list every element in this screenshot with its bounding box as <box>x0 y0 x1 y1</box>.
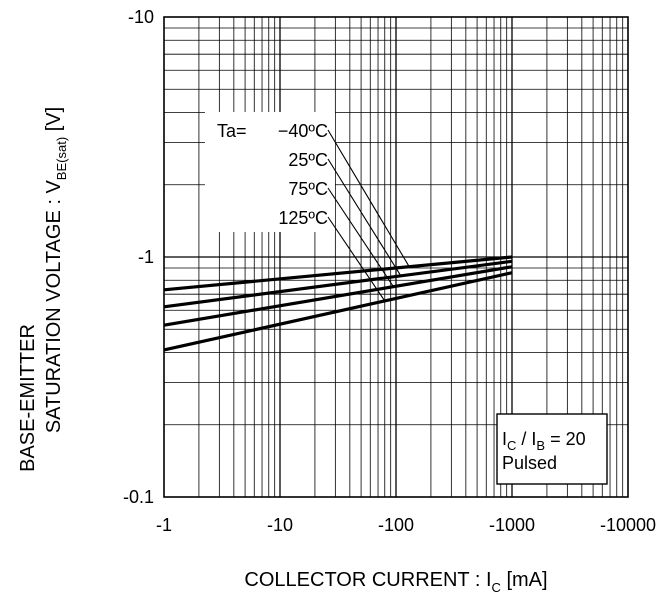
x-axis-title-sub: C <box>492 580 501 595</box>
y-axis-title-unit: [V] <box>43 107 65 137</box>
y-axis-title-line2: SATURATION VOLTAGE : VBE(sat) [V] <box>43 107 69 433</box>
conditions-line1: IC / IB = 20 <box>502 429 586 453</box>
y-axis-title-line1: BASE-EMITTER <box>17 324 39 472</box>
y-tick-label: -1 <box>138 247 154 267</box>
x-tick-label: -10000 <box>600 515 656 535</box>
legend-leader-4 <box>327 216 386 302</box>
legend-label-3: 75ºC <box>288 179 328 199</box>
legend-label-2: 25ºC <box>288 150 328 170</box>
y-axis-title-main: SATURATION VOLTAGE : V <box>43 180 65 434</box>
x-tick-label: -1000 <box>489 515 535 535</box>
x-axis-title: COLLECTOR CURRENT : IC [mA] <box>244 569 547 595</box>
legend-label-1: −40ºC <box>278 121 328 141</box>
series-line-1 <box>163 255 513 292</box>
plot-frame <box>163 16 629 498</box>
plot-border <box>163 16 629 498</box>
y-axis-title-sub: BE(sat) <box>54 137 69 180</box>
conditions-border <box>496 413 608 485</box>
y-tick-label: -0.1 <box>123 487 154 507</box>
axis-titles: COLLECTOR CURRENT : IC [mA] BASE-EMITTER S… <box>17 107 548 595</box>
series-line-2 <box>163 259 513 309</box>
legend-leader-3 <box>327 187 394 288</box>
legend-background <box>205 112 335 232</box>
legend-leader-1 <box>327 129 410 267</box>
x-tick-label: -1 <box>156 515 172 535</box>
series-line-3 <box>163 265 513 327</box>
x-axis-title-main: COLLECTOR CURRENT : I <box>244 569 491 591</box>
series-line-4 <box>163 271 513 352</box>
legend-label-4: 125ºC <box>278 208 328 228</box>
conditions-line2: Pulsed <box>502 453 557 473</box>
grid <box>164 17 628 497</box>
legend: −40ºC 25ºC 75ºC 125ºC Ta= <box>205 112 410 302</box>
legend-leader-2 <box>327 158 402 277</box>
x-tick-label: -100 <box>378 515 414 535</box>
tick-labels: -1 -10 -100 -1000 -10000-0.1-1-10 <box>123 7 656 535</box>
y-tick-label: -10 <box>128 7 154 27</box>
legend-prefix: Ta= <box>217 121 247 141</box>
x-tick-label: -10 <box>267 515 293 535</box>
x-axis-title-unit: [mA] <box>501 569 548 591</box>
series-layer <box>163 255 513 352</box>
